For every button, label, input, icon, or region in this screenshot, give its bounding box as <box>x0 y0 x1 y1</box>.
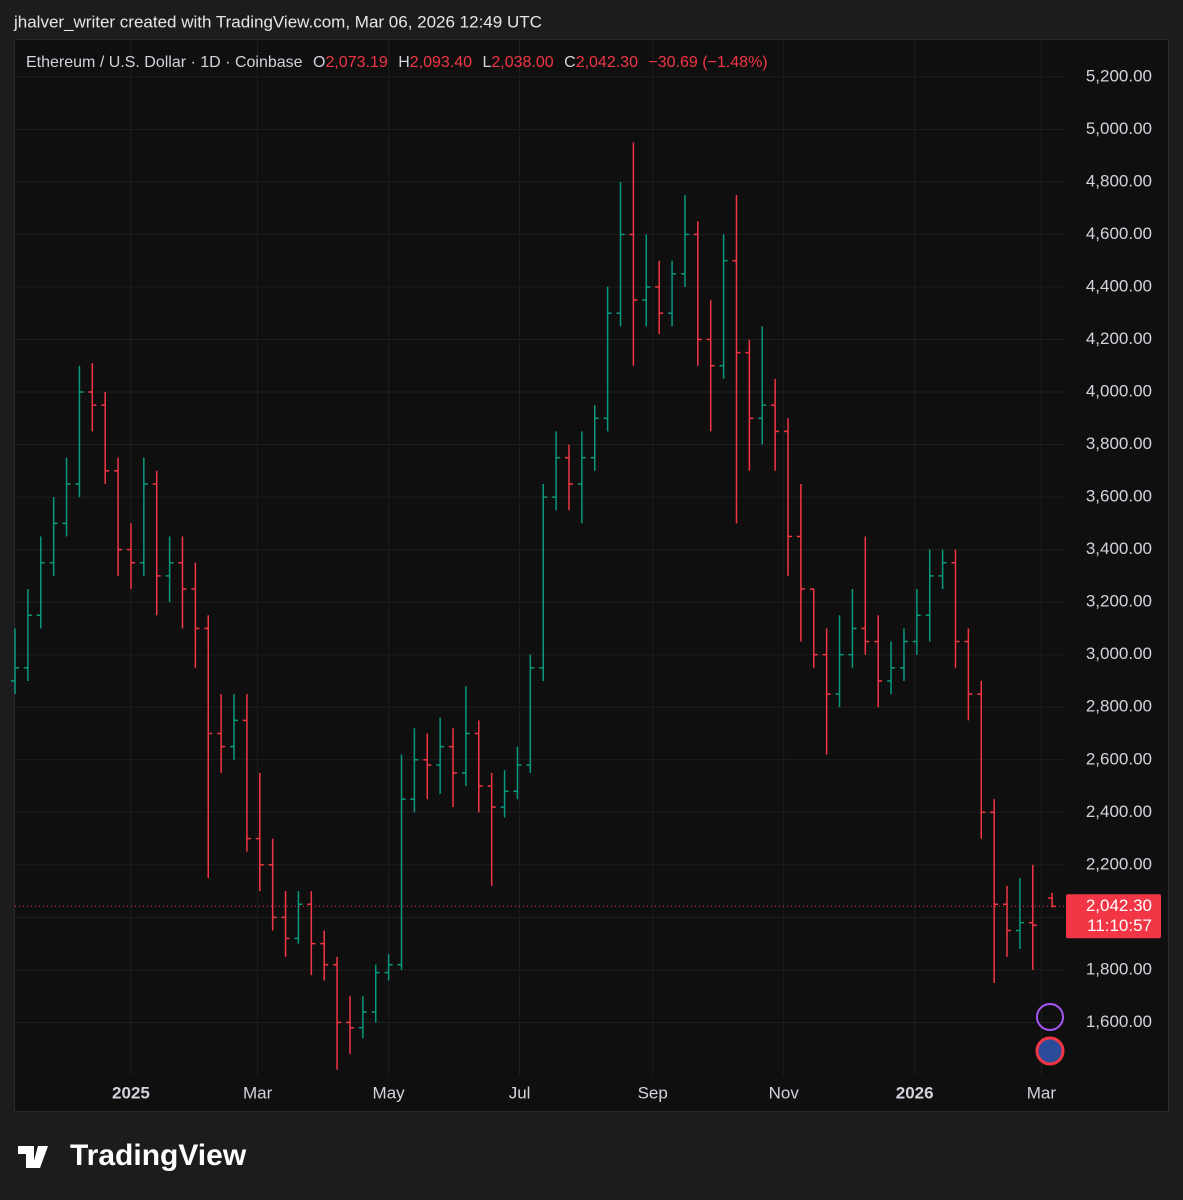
y-tick-label: 3,600.00 <box>1086 487 1152 506</box>
legend-value: 2,042.30 <box>576 54 638 71</box>
legend-label: H <box>398 54 410 71</box>
legend-label: L <box>482 54 491 71</box>
legend-value: 2,073.19 <box>325 54 387 71</box>
symbol-title: Ethereum / U.S. Dollar · 1D · Coinbase <box>26 54 303 71</box>
y-tick-label: 4,200.00 <box>1086 329 1152 348</box>
axes: 1,600.001,800.002,000.002,200.002,400.00… <box>15 66 1161 1102</box>
y-tick-label: 3,800.00 <box>1086 434 1152 453</box>
logo: TradingView <box>18 1139 247 1172</box>
y-tick-label: 3,200.00 <box>1086 592 1152 611</box>
chart-panel <box>14 39 1169 1112</box>
legend-label: O <box>313 54 325 71</box>
grid <box>15 40 1065 1075</box>
y-tick-label: 5,000.00 <box>1086 119 1152 138</box>
y-tick-label: 4,000.00 <box>1086 381 1152 400</box>
logo-dot <box>37 1146 45 1154</box>
x-tick-label: Nov <box>769 1083 800 1102</box>
last-price-label: 2,042.30 <box>1086 896 1152 915</box>
y-tick-label: 1,800.00 <box>1086 959 1152 978</box>
last-price-box <box>1066 894 1161 939</box>
y-tick-label: 3,000.00 <box>1086 644 1152 663</box>
legend-value: 2,038.00 <box>491 54 553 71</box>
event-icons <box>1035 1003 1065 1066</box>
x-tick-label: 2026 <box>896 1083 934 1102</box>
bars <box>11 142 1057 1070</box>
y-tick-label: 5,200.00 <box>1086 66 1152 85</box>
x-tick-label: Mar <box>243 1083 273 1102</box>
y-tick-label: 4,400.00 <box>1086 276 1152 295</box>
y-tick-label: 2,400.00 <box>1086 802 1152 821</box>
y-tick-label: 2,600.00 <box>1086 749 1152 768</box>
x-tick-label: Jul <box>509 1083 531 1102</box>
legend-change: −30.69 (−1.48%) <box>648 54 767 71</box>
attribution: jhalver_writer created with TradingView.… <box>13 12 542 31</box>
y-tick-label: 1,600.00 <box>1086 1012 1152 1031</box>
x-tick-label: Sep <box>638 1083 668 1102</box>
y-tick-label: 2,800.00 <box>1086 697 1152 716</box>
y-tick-label: 2,200.00 <box>1086 854 1152 873</box>
countdown: 11:10:57 <box>1087 916 1152 935</box>
icon <box>1036 1003 1064 1031</box>
y-tick-label: 4,800.00 <box>1086 171 1152 190</box>
legend-label: C <box>564 54 576 71</box>
legend: Ethereum / U.S. Dollar · 1D · Coinbase O… <box>26 54 768 71</box>
logo-text: TradingView <box>70 1139 247 1172</box>
icon <box>1035 1036 1065 1066</box>
x-tick-label: May <box>373 1083 406 1102</box>
y-tick-label: 3,400.00 <box>1086 539 1152 558</box>
x-tick-label: Mar <box>1027 1083 1057 1102</box>
y-tick-label: 4,600.00 <box>1086 224 1152 243</box>
x-tick-label: 2025 <box>112 1083 150 1102</box>
legend-value: 2,093.40 <box>410 54 472 71</box>
